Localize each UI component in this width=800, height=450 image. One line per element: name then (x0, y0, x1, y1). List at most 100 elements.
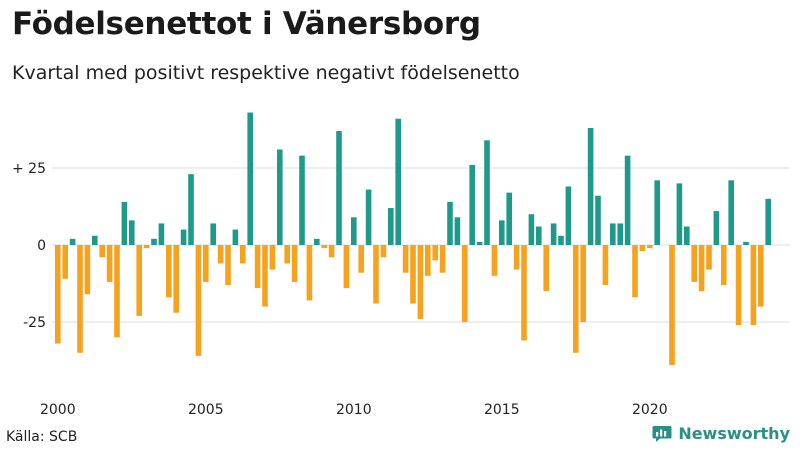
bar-negative (306, 245, 313, 301)
bar-positive (506, 192, 512, 245)
x-tick-label: 2020 (632, 402, 668, 418)
bar-negative (284, 245, 290, 264)
bar-negative (432, 245, 438, 261)
bar-negative (735, 245, 742, 326)
bar-positive (565, 186, 572, 245)
bar-positive (654, 180, 660, 245)
bar-negative (758, 245, 764, 307)
bar-positive (587, 127, 594, 245)
bar-positive (765, 198, 771, 245)
bar-negative (462, 245, 468, 322)
bar-negative (217, 245, 224, 264)
bar-negative (254, 245, 261, 289)
bar-positive (469, 164, 475, 245)
bar-positive (210, 223, 216, 245)
bar-positive (158, 223, 165, 245)
bar-negative (691, 245, 697, 282)
bar-negative (698, 245, 705, 292)
bar-negative (669, 245, 675, 366)
bar-negative (77, 245, 83, 353)
bar-positive (69, 238, 76, 245)
bar-negative (62, 245, 68, 279)
bar-positive (536, 226, 542, 245)
bar-positive (188, 174, 194, 245)
bar-negative (647, 245, 653, 249)
bar-negative (639, 245, 646, 252)
bar-negative (143, 245, 150, 249)
bar-negative (262, 245, 268, 307)
x-tick-label: 2005 (188, 402, 224, 418)
bar-negative (195, 245, 202, 356)
bar-negative (373, 245, 379, 304)
bar-negative (439, 245, 446, 273)
bar-negative (521, 245, 527, 341)
bar-negative (543, 245, 549, 292)
chart-title: Födelsenettot i Vänersborg (12, 6, 481, 42)
bar-negative (114, 245, 120, 338)
bar-positive (454, 217, 461, 245)
x-tick-label: 2000 (40, 402, 76, 418)
bar-negative (358, 245, 364, 273)
bar-positive (336, 131, 342, 245)
bar-negative (203, 245, 209, 282)
x-tick-label: 2010 (336, 402, 372, 418)
bar-negative (173, 245, 179, 313)
bar-negative (706, 245, 712, 270)
bar-negative (410, 245, 416, 304)
bar-negative (225, 245, 231, 286)
x-tick-label: 2015 (484, 402, 520, 418)
bar-positive (617, 223, 623, 245)
bar-negative (750, 245, 757, 326)
bar-negative (240, 245, 246, 264)
bar-negative (491, 245, 498, 276)
bar-positive (299, 155, 305, 245)
bar-positive (595, 195, 601, 245)
source-note: Källa: SCB (6, 429, 78, 445)
bar-negative (328, 245, 335, 258)
bar-positive (676, 183, 683, 245)
bar-negative (343, 245, 350, 289)
brand-name: Newsworthy (678, 424, 790, 443)
bar-positive (247, 112, 253, 245)
bar-positive (121, 201, 128, 245)
bar-chart-logo-icon (652, 425, 672, 442)
bar-negative (632, 245, 638, 298)
bar-positive (624, 155, 631, 245)
bar-negative (573, 245, 579, 353)
bar-positive (232, 229, 239, 245)
bar-positive (129, 220, 135, 245)
y-tick-label: 0 (37, 238, 46, 254)
bar-negative (55, 245, 61, 344)
bar-negative (321, 245, 327, 249)
newsworthy-logo: Newsworthy (652, 424, 790, 443)
bar-negative (166, 245, 172, 298)
bar-negative (602, 245, 609, 286)
bar-negative (291, 245, 298, 282)
chart-subtitle: Kvartal med positivt respektive negativt… (12, 62, 520, 84)
bar-negative (136, 245, 142, 316)
y-tick-label: -25 (23, 315, 46, 331)
bar-negative (721, 245, 727, 286)
y-tick-label: + 25 (12, 161, 46, 177)
bar-positive (351, 217, 357, 245)
bar-negative (417, 245, 424, 319)
bar-negative (84, 245, 91, 295)
bar-positive (743, 241, 749, 245)
bar-negative (425, 245, 431, 276)
bar-positive (713, 211, 720, 245)
bar-positive (484, 140, 490, 245)
bar-positive (277, 149, 283, 245)
bar-positive (528, 214, 535, 245)
bar-positive (314, 238, 320, 245)
bar-negative (380, 245, 387, 258)
bar-negative (106, 245, 113, 282)
bar-positive (151, 238, 157, 245)
bar-positive (499, 220, 505, 245)
bar-positive (180, 229, 187, 245)
bar-positive (558, 235, 564, 245)
bar-positive (388, 208, 394, 245)
bar-positive (447, 201, 453, 245)
bar-positive (610, 223, 616, 245)
bar-negative (99, 245, 105, 258)
